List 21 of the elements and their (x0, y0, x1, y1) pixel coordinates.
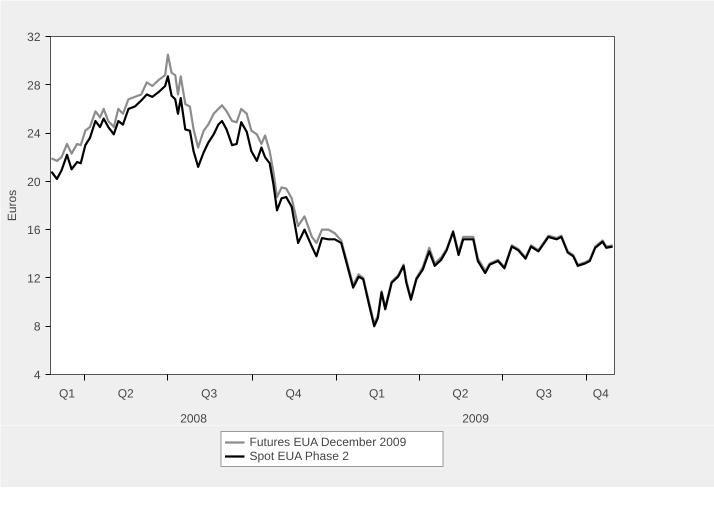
text: 2009 (462, 412, 490, 426)
y-tick-label: 28 (27, 78, 41, 92)
x-tick-label: Q4 (286, 386, 302, 400)
y-tick-label: 12 (27, 271, 41, 286)
x-tick-label: Q1 (59, 386, 76, 400)
legend-label: Spot EUA Phase 2 (250, 449, 350, 463)
x-tick-label: Q3 (536, 386, 552, 400)
y-tick-label: 20 (27, 174, 41, 189)
x-tick-label: Q2 (118, 386, 134, 400)
x-tick-label: Q1 (368, 386, 386, 400)
x-tick-label: Q4 (592, 386, 610, 400)
y-tick-label: 8 (34, 320, 41, 334)
y-axis-title: Euros (5, 190, 20, 222)
text: 2008 (180, 412, 208, 426)
x-tick-label: Q2 (452, 386, 469, 400)
x-tick-label: Q3 (201, 386, 218, 400)
legend-label: Futures EUA December 2009 (250, 435, 408, 449)
y-tick-label: 4 (34, 368, 41, 382)
y-tick-label: 32 (27, 30, 41, 44)
y-tick-label: 24 (27, 126, 41, 141)
y-tick-label: 16 (27, 223, 41, 238)
